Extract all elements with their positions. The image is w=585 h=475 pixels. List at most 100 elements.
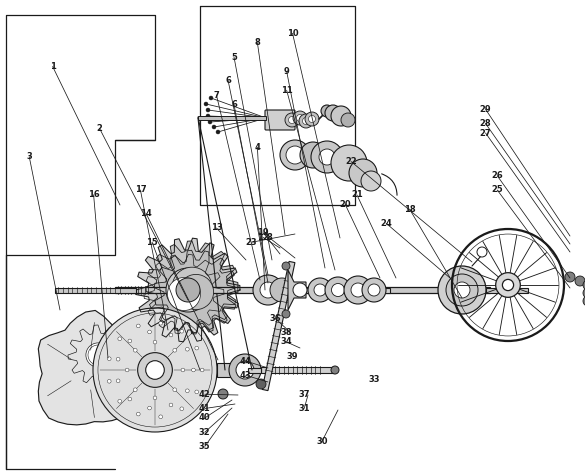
Circle shape	[565, 272, 575, 282]
Text: 13: 13	[211, 224, 222, 232]
Circle shape	[128, 339, 132, 343]
Circle shape	[321, 105, 333, 117]
Circle shape	[128, 397, 132, 401]
Polygon shape	[217, 363, 245, 377]
Circle shape	[282, 310, 290, 318]
Circle shape	[293, 283, 307, 297]
Text: 39: 39	[287, 352, 298, 361]
Circle shape	[169, 403, 173, 407]
Text: 44: 44	[240, 357, 252, 365]
Text: 10: 10	[287, 29, 298, 38]
Polygon shape	[260, 287, 300, 293]
Text: 8: 8	[254, 38, 260, 47]
Circle shape	[159, 415, 163, 418]
Circle shape	[270, 278, 294, 302]
Polygon shape	[146, 241, 238, 333]
Circle shape	[446, 274, 478, 306]
Text: 24: 24	[380, 219, 392, 228]
Text: 28: 28	[480, 119, 491, 128]
Circle shape	[349, 159, 377, 187]
Text: 15: 15	[146, 238, 158, 247]
Circle shape	[314, 284, 326, 296]
Circle shape	[319, 149, 335, 165]
Circle shape	[282, 262, 290, 270]
Text: 42: 42	[199, 390, 211, 399]
Circle shape	[583, 296, 585, 306]
Circle shape	[299, 114, 313, 128]
Polygon shape	[115, 287, 490, 293]
Circle shape	[300, 142, 326, 168]
Circle shape	[181, 368, 185, 372]
Text: 32: 32	[199, 428, 211, 437]
Circle shape	[308, 115, 315, 123]
Text: 34: 34	[281, 338, 292, 346]
Text: 6: 6	[225, 76, 231, 85]
Polygon shape	[306, 287, 390, 293]
Circle shape	[331, 145, 367, 181]
Circle shape	[206, 108, 210, 112]
Polygon shape	[198, 116, 266, 120]
Text: 17: 17	[135, 186, 146, 194]
Circle shape	[311, 141, 343, 173]
Circle shape	[173, 388, 177, 391]
Circle shape	[218, 389, 228, 399]
Text: 36: 36	[269, 314, 281, 323]
Circle shape	[286, 146, 304, 164]
Text: 33: 33	[369, 376, 380, 384]
Text: 11: 11	[281, 86, 292, 95]
Text: 1: 1	[50, 62, 56, 71]
Circle shape	[172, 267, 212, 307]
Circle shape	[191, 368, 195, 372]
Text: 26: 26	[491, 171, 503, 180]
Circle shape	[147, 406, 152, 410]
Circle shape	[93, 308, 217, 432]
Circle shape	[206, 114, 210, 118]
Circle shape	[88, 345, 108, 365]
Text: 9: 9	[284, 67, 290, 76]
Circle shape	[185, 347, 189, 351]
Text: 43: 43	[240, 371, 252, 380]
Polygon shape	[262, 261, 295, 390]
Circle shape	[331, 106, 351, 126]
Circle shape	[118, 399, 122, 403]
Text: 8: 8	[266, 233, 272, 242]
Circle shape	[137, 352, 173, 387]
Circle shape	[236, 361, 254, 379]
Circle shape	[116, 357, 120, 361]
Circle shape	[208, 120, 212, 124]
Circle shape	[495, 273, 520, 297]
Text: 3: 3	[26, 152, 32, 161]
Text: 23: 23	[246, 238, 257, 247]
Circle shape	[86, 343, 110, 367]
Circle shape	[253, 275, 283, 305]
Text: 40: 40	[199, 414, 211, 422]
Circle shape	[308, 278, 332, 302]
Circle shape	[200, 368, 204, 372]
Circle shape	[180, 329, 184, 333]
Circle shape	[136, 412, 140, 416]
Circle shape	[575, 276, 585, 286]
Circle shape	[116, 379, 120, 383]
Circle shape	[180, 407, 184, 411]
Text: 35: 35	[199, 442, 211, 451]
Polygon shape	[154, 250, 238, 334]
Circle shape	[229, 354, 261, 386]
Circle shape	[147, 330, 152, 334]
Circle shape	[293, 111, 307, 125]
Text: 38: 38	[281, 328, 292, 337]
Circle shape	[454, 282, 470, 298]
Text: 41: 41	[199, 404, 211, 413]
Circle shape	[325, 105, 341, 121]
Polygon shape	[136, 238, 240, 342]
Text: 37: 37	[298, 390, 310, 399]
Circle shape	[212, 125, 216, 129]
Circle shape	[216, 130, 220, 134]
Circle shape	[118, 337, 122, 341]
Circle shape	[185, 389, 189, 393]
Circle shape	[133, 388, 137, 391]
Text: 2: 2	[97, 124, 102, 133]
Circle shape	[108, 380, 111, 383]
Polygon shape	[248, 368, 261, 372]
Circle shape	[195, 346, 198, 350]
Text: 7: 7	[214, 91, 219, 99]
